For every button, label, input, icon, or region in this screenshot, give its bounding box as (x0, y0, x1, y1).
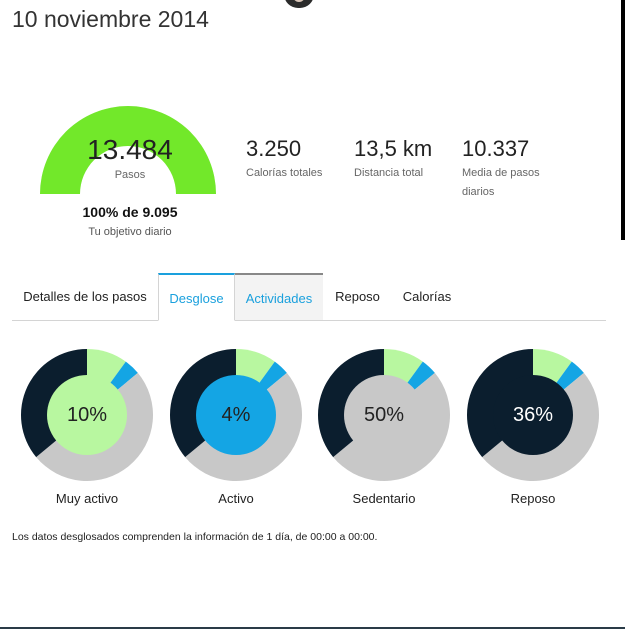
steps-label: Pasos (114, 169, 146, 181)
steps-gauge (40, 106, 216, 194)
stat-avg-steps: 10.337 Media de pasos diarios (462, 136, 562, 202)
stat-calories-value: 3.250 (246, 136, 302, 161)
donut-rest-pct: 36% (512, 404, 554, 426)
stat-distance-label: Distancia total (354, 167, 424, 179)
donut-sedentary-label: Sedentario (352, 491, 416, 506)
tab-step-details[interactable]: Detalles de los pasos (23, 289, 147, 304)
donut-active-pct: 4% (221, 404, 251, 426)
stat-avg-steps-value: 10.337 (462, 136, 530, 161)
donut-very-active-pct: 10% (66, 404, 108, 426)
donut-center (493, 375, 573, 455)
donut-sedentary-pct: 50% (363, 404, 405, 426)
stat-distance-value: 13,5 km (354, 136, 433, 161)
breakdown-footnote: Los datos desglosados comprenden la info… (12, 531, 378, 543)
stat-avg-steps-label: Media de pasos diarios (462, 167, 540, 198)
tab-calories[interactable]: Calorías (402, 289, 452, 304)
donut-active-label: Activo (218, 491, 254, 506)
stat-calories-label: Calorías totales (246, 167, 323, 179)
donut-center (196, 375, 276, 455)
donut-sedentary (318, 349, 450, 481)
goal-label: Tu objetivo diario (88, 226, 172, 238)
page-date-title: 10 noviembre 2014 (12, 6, 209, 32)
donut-rest (467, 349, 599, 481)
goal-percent: 100% de 9.095 (82, 204, 178, 220)
donut-center (47, 375, 127, 455)
donut-active (169, 349, 302, 481)
donut-very-active (20, 349, 153, 481)
tab-breakdown[interactable]: Desglose (158, 273, 235, 321)
stat-calories: 3.250 Calorías totales (246, 136, 322, 183)
steps-value: 13.484 (87, 134, 173, 165)
stat-distance: 13,5 km Distancia total (354, 136, 432, 183)
tab-bar: Detalles de los pasos Desglose Actividad… (12, 273, 606, 321)
bottom-divider (0, 627, 625, 629)
user-avatar[interactable] (284, 0, 314, 8)
donut-rest-label: Reposo (510, 491, 556, 506)
tab-rest[interactable]: Reposo (335, 289, 380, 304)
gauge-fill (40, 106, 216, 194)
tab-activities[interactable]: Actividades (235, 273, 323, 320)
scroll-edge (621, 0, 625, 240)
donut-center (344, 375, 424, 455)
donut-very-active-label: Muy activo (55, 491, 119, 506)
